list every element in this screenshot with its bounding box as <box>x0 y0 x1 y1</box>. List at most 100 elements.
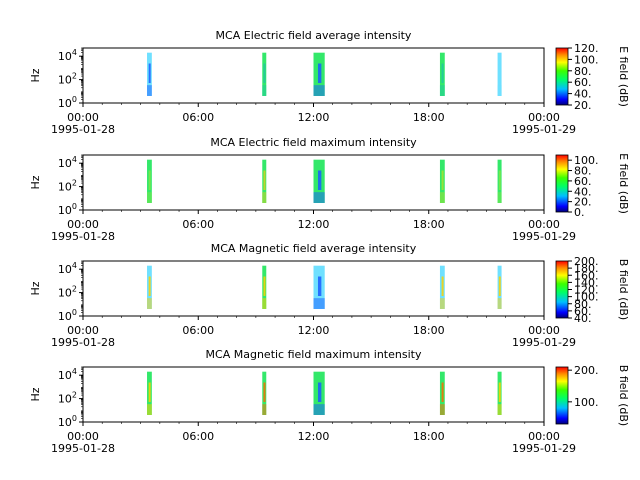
y-axis-label: Hz <box>29 387 42 401</box>
x-tick-label: 00:00 <box>67 111 99 124</box>
y-tick-label: 102 <box>58 285 77 300</box>
colorbar-tick-label: 120. <box>574 284 599 297</box>
burst-low <box>313 192 325 203</box>
burst-low <box>313 298 325 309</box>
burst-core <box>317 63 322 83</box>
burst-low <box>262 192 267 203</box>
spectrogram-panel: MCA Magnetic field average intensity 100 1… <box>29 242 630 349</box>
colorbar-label: E field (dB) <box>617 46 630 107</box>
colorbar <box>555 260 569 319</box>
burst-low <box>262 298 267 309</box>
x-tick-label: 06:00 <box>182 324 214 337</box>
x-tick-label: 00:00 <box>67 218 99 231</box>
y-tick-label: 100 <box>58 202 77 217</box>
spectrogram-panel: MCA Electric field maximum intensity 100 1… <box>29 136 630 243</box>
colorbar-tick-label: 40. <box>574 312 592 325</box>
burst-core <box>441 276 444 296</box>
colorbar <box>555 154 569 213</box>
colorbar-tick-label: 80. <box>574 298 592 311</box>
burst-core <box>148 382 151 402</box>
y-tick-label: 104 <box>58 367 77 382</box>
burst-low <box>497 85 502 96</box>
colorbar-tick-label: 20. <box>574 99 592 112</box>
burst-core <box>498 276 501 296</box>
colorbar-label: E field (dB) <box>617 153 630 214</box>
colorbar-tick-label: 140. <box>574 276 599 289</box>
x-date-label: 1995-01-28 <box>51 336 115 349</box>
panel-title: MCA Electric field maximum intensity <box>210 136 417 149</box>
burst-core <box>263 63 266 83</box>
colorbar-tick-label: 40. <box>574 88 592 101</box>
x-date-label: 1995-01-29 <box>512 442 576 455</box>
y-tick-label: 102 <box>58 179 77 194</box>
burst-core <box>317 276 322 296</box>
colorbar-tick-label: 180. <box>574 262 599 275</box>
burst-core <box>441 170 444 190</box>
burst-low <box>439 192 445 203</box>
panel-title: MCA Electric field average intensity <box>216 29 412 42</box>
colorbar-tick-label: 40. <box>574 185 592 198</box>
colorbar-tick-label: 60. <box>574 175 592 188</box>
burst-low <box>497 404 502 415</box>
burst-low <box>313 85 325 96</box>
colorbar-tick-label: 200. <box>574 364 599 377</box>
burst-core <box>317 170 322 190</box>
x-tick-label: 12:00 <box>298 111 330 124</box>
y-tick-label: 102 <box>58 391 77 406</box>
x-date-label: 1995-01-29 <box>512 336 576 349</box>
burst-core <box>498 382 501 402</box>
x-tick-label: 00:00 <box>528 218 560 231</box>
burst-low <box>497 298 502 309</box>
x-date-label: 1995-01-28 <box>51 230 115 243</box>
x-tick-label: 06:00 <box>182 218 214 231</box>
x-date-label: 1995-01-28 <box>51 442 115 455</box>
y-tick-label: 102 <box>58 72 77 87</box>
x-tick-label: 00:00 <box>528 111 560 124</box>
colorbar <box>555 47 569 106</box>
burst-low <box>439 298 445 309</box>
colorbar-tick-label: 200. <box>574 255 599 268</box>
colorbar-tick-label: 160. <box>574 269 599 282</box>
burst-core <box>498 63 501 83</box>
burst-low <box>439 85 445 96</box>
x-tick-label: 00:00 <box>528 430 560 443</box>
colorbar-tick-label: 20. <box>574 196 592 209</box>
burst-low <box>313 404 325 415</box>
burst-core <box>148 170 151 190</box>
burst-low <box>262 85 267 96</box>
x-tick-label: 18:00 <box>413 111 445 124</box>
burst-core <box>498 170 501 190</box>
y-tick-label: 100 <box>58 95 77 110</box>
burst-core <box>441 382 444 402</box>
colorbar-tick-label: 60. <box>574 305 592 318</box>
burst-core <box>263 170 266 190</box>
y-tick-label: 104 <box>58 48 77 63</box>
x-tick-label: 12:00 <box>298 430 330 443</box>
colorbar-tick-label: 0. <box>574 206 585 219</box>
x-tick-label: 12:00 <box>298 218 330 231</box>
y-axis-label: Hz <box>29 281 42 295</box>
colorbar-tick-label: 80. <box>574 165 592 178</box>
x-tick-label: 18:00 <box>413 324 445 337</box>
y-tick-label: 100 <box>58 308 77 323</box>
colorbar-tick-label: 80. <box>574 65 592 78</box>
x-tick-label: 06:00 <box>182 430 214 443</box>
burst-low <box>147 298 152 309</box>
burst-low <box>147 85 152 96</box>
burst-core <box>148 63 151 83</box>
burst-low <box>147 404 152 415</box>
y-tick-label: 104 <box>58 261 77 276</box>
colorbar-tick-label: 100. <box>574 396 599 409</box>
y-tick-label: 104 <box>58 155 77 170</box>
colorbar-label: B field (dB) <box>617 365 630 426</box>
x-tick-label: 12:00 <box>298 324 330 337</box>
y-tick-label: 100 <box>58 414 77 429</box>
panel-title: MCA Magnetic field maximum intensity <box>206 348 422 361</box>
colorbar-tick-label: 100. <box>574 291 599 304</box>
colorbar-tick-label: 60. <box>574 76 592 89</box>
burst-core <box>263 382 266 402</box>
colorbar <box>555 366 569 425</box>
burst-low <box>439 404 445 415</box>
x-tick-label: 00:00 <box>67 430 99 443</box>
